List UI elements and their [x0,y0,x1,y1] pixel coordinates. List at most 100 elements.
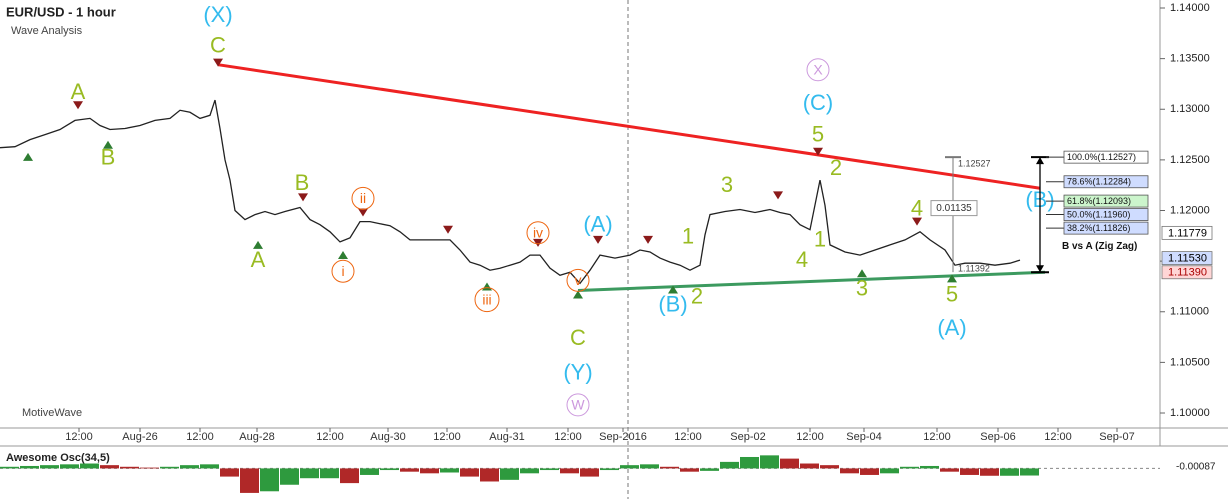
wave-label: (C) [803,90,834,115]
pivot-high-marker [643,235,653,244]
price-marker-label: 1.11390 [1168,267,1207,279]
oscillator-bar [220,468,239,477]
fib-arrow-top [1036,157,1044,165]
wave-label: (B) [658,291,687,316]
oscillator-bar [880,468,899,474]
x-tick-label: 12:00 [1044,431,1072,443]
y-tick-label: 1.10500 [1170,356,1210,368]
x-tick-label: Aug-30 [370,431,405,443]
wave-label: 5 [812,121,824,146]
oscillator-bar [920,465,939,469]
wave-label: X [813,61,823,77]
wave-label: A [251,247,266,272]
oscillator-bar [380,468,399,471]
wave-label-circle [331,259,355,283]
x-tick-label: Sep-02 [730,431,765,443]
oscillator-bar [80,463,99,469]
price-marker-box [1161,225,1213,240]
measure-distance-box [930,200,978,217]
x-tick-label: Sep-07 [1099,431,1134,443]
wave-label: 1 [814,227,826,252]
watermark: MotiveWave [22,407,82,419]
wave-label: (X) [203,2,232,27]
x-tick-label: 12:00 [554,431,582,443]
wave-label: 2 [691,283,703,308]
pivot-low-marker [857,269,867,278]
wave-label: 3 [721,172,733,197]
oscillator-bar [140,467,159,469]
trend-line [217,63,1041,190]
oscillator-bar [240,468,259,493]
price-marker-box [1161,251,1213,265]
fib-title: B vs A (Zig Zag) [1062,241,1137,252]
wave-label: i [341,263,344,279]
oscillator-bar [100,465,119,469]
y-tick-label: 1.13000 [1170,103,1210,115]
oscillator-bar [1020,468,1039,476]
wave-label: iv [533,224,543,240]
oscillator-bar [280,468,299,485]
wave-label-circle [526,221,550,245]
pivot-low-marker [23,152,33,161]
pivot-high-marker [912,217,922,226]
y-tick-label: 1.14000 [1170,2,1210,14]
oscillator-bar [760,455,779,469]
oscillator-bar [940,468,959,472]
oscillator-bar [340,468,359,484]
oscillator-bar [300,468,319,479]
price-marker-label: 1.11530 [1168,253,1207,265]
oscillator-bar [820,465,839,469]
pivot-low-marker [338,251,348,260]
wave-label-circle [806,58,830,82]
wave-label-circle [474,287,500,313]
oscillator-bar [600,468,619,471]
pivot-high-marker [298,193,308,202]
wave-label: 1 [682,224,694,249]
wave-label: (A) [583,211,612,236]
measure-bottom-label: 1.11392 [958,263,990,273]
x-tick-label: Sep-2016 [599,431,647,443]
oscillator-bar [640,464,659,469]
chart-subtitle: Wave Analysis [11,25,83,37]
fib-level-box [1063,150,1149,164]
oscillator-bar [840,468,859,474]
oscillator-bar [980,468,999,476]
y-tick-label: 1.13500 [1170,53,1210,65]
fib-arrow-bottom [1036,265,1044,273]
oscillator-bar [900,466,919,469]
fib-level-box [1063,194,1149,208]
oscillator-bar [740,456,759,469]
fib-level-label: 78.6%(1.12284) [1067,177,1131,187]
wave-label-circle [566,393,590,417]
wave-label-circle [566,268,590,292]
fib-level-label: 100.0%(1.12527) [1067,152,1136,162]
price-line [0,99,1021,285]
pivot-low-marker [253,240,263,249]
oscillator-bar [720,461,739,469]
pivot-high-marker [593,235,603,244]
x-tick-label: 12:00 [796,431,824,443]
wave-label: A [71,79,86,104]
oscillator-bar [780,458,799,469]
oscillator-bar [260,468,279,492]
oscillator-bar [420,468,439,474]
oscillator-current-value: -0.00087 [1176,462,1216,473]
wave-label: 4 [796,247,808,272]
oscillator-bar [160,466,179,469]
y-tick-label: 1.11000 [1170,306,1209,318]
fib-level-label: 61.8%(1.12093) [1067,196,1131,206]
wave-label: v [575,272,582,288]
pivot-low-marker [482,282,492,291]
wave-label: 2 [830,155,842,180]
oscillator-bar [680,468,699,472]
pivot-low-marker [947,274,957,283]
x-tick-label: 12:00 [923,431,951,443]
price-marker-label: 1.11779 [1168,227,1207,239]
trend-line [577,270,1046,292]
x-tick-label: Sep-04 [846,431,881,443]
x-tick-label: 12:00 [433,431,461,443]
x-tick-label: Aug-28 [239,431,274,443]
x-tick-label: Aug-31 [489,431,524,443]
